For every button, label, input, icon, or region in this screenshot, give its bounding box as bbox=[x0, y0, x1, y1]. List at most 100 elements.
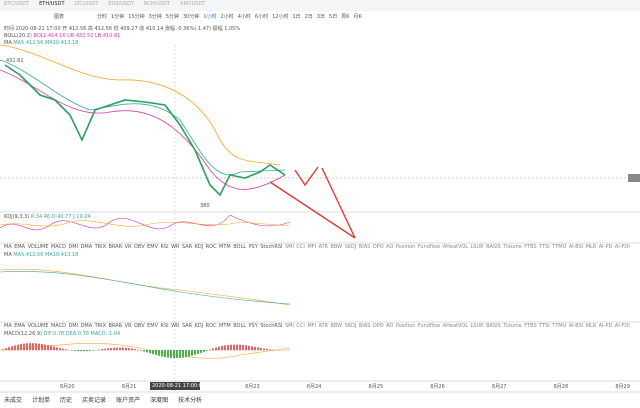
chart-button[interactable]: 图表 bbox=[54, 14, 65, 20]
interval-button[interactable]: 2小时 bbox=[220, 14, 234, 20]
indicator-tab[interactable]: LSUR bbox=[470, 323, 484, 329]
indicator-tab[interactable]: AO bbox=[386, 323, 394, 329]
indicator-tab[interactable]: MA bbox=[4, 244, 12, 250]
indicator-tab[interactable]: BRAR bbox=[108, 323, 123, 329]
interval-button[interactable]: 12小时 bbox=[272, 14, 289, 20]
indicator-tab[interactable]: KDJ bbox=[194, 323, 204, 329]
indicator-tab[interactable]: AI-BSI bbox=[568, 244, 584, 250]
indicator-tab[interactable]: AI-PD bbox=[598, 244, 613, 250]
indicator-tab[interactable]: MFI bbox=[307, 323, 316, 329]
indicator-tab[interactable]: Fundflow bbox=[417, 323, 441, 329]
indicator-tab[interactable]: WR bbox=[171, 244, 180, 250]
indicator-tab[interactable]: Tidume bbox=[503, 244, 522, 250]
interval-button[interactable]: 1日 bbox=[292, 14, 301, 20]
indicator-tab[interactable]: Position bbox=[395, 244, 416, 250]
indicator-tab[interactable]: DMI bbox=[68, 323, 79, 329]
indicator-tab[interactable]: SKDJ bbox=[344, 244, 357, 250]
indicator-tab[interactable]: PSY bbox=[248, 244, 258, 250]
indicator-tab[interactable]: AI-FDI bbox=[614, 323, 630, 329]
indicator-tab[interactable]: KDJ bbox=[194, 244, 204, 250]
indicator-tab[interactable]: Tidume bbox=[503, 323, 522, 329]
indicator-tab[interactable]: VR bbox=[124, 244, 132, 250]
indicator-tab[interactable]: TTSI bbox=[539, 323, 550, 329]
indicator-tab[interactable]: DPO bbox=[372, 244, 384, 250]
indicator-tab[interactable]: MTM bbox=[219, 323, 231, 329]
indicator-tab[interactable]: AI-BSI bbox=[568, 323, 584, 329]
indicator-tab[interactable]: VOLUME bbox=[27, 244, 49, 250]
indicator-tab[interactable]: DMA bbox=[80, 323, 93, 329]
interval-button[interactable]: 1小时 bbox=[203, 14, 217, 20]
indicator-tab[interactable]: EMA bbox=[14, 244, 26, 250]
pair-tab[interactable]: ETH/USDT bbox=[39, 1, 65, 7]
interval-button[interactable]: 30分钟 bbox=[182, 14, 200, 20]
bottom-tab[interactable]: 账户资产 bbox=[116, 397, 141, 404]
indicator-tab[interactable]: BRAR bbox=[108, 244, 123, 250]
indicator-tab[interactable]: BOLL bbox=[233, 244, 247, 250]
indicator-tab[interactable]: EMA bbox=[14, 323, 26, 329]
indicator-tab[interactable]: LSUR bbox=[470, 244, 484, 250]
bottom-tab[interactable]: 未成交 bbox=[4, 397, 23, 404]
indicator-tab[interactable]: BASIS bbox=[486, 323, 501, 329]
indicator-tab[interactable]: TTMU bbox=[552, 323, 567, 329]
indicator-tab[interactable]: CCI bbox=[296, 244, 305, 250]
indicator-tab[interactable]: VOLUME bbox=[27, 323, 49, 329]
indicator-tab[interactable]: MTM bbox=[219, 244, 231, 250]
pair-tab[interactable]: LTC/USDT bbox=[74, 1, 99, 7]
indicator-tab[interactable]: MFI bbox=[307, 244, 316, 250]
interval-button[interactable]: 月K bbox=[353, 14, 362, 20]
interval-button[interactable]: 6小时 bbox=[254, 14, 269, 20]
indicator-tab[interactable]: MACD bbox=[50, 323, 66, 329]
bottom-tab[interactable]: 技术分析 bbox=[178, 397, 203, 404]
indicator-tab[interactable]: MLR bbox=[585, 244, 597, 250]
indicator-tab[interactable]: Position bbox=[395, 323, 416, 329]
indicator-tab[interactable]: SAR bbox=[181, 323, 193, 329]
bottom-tab[interactable]: 历史 bbox=[60, 397, 73, 404]
bottom-tab[interactable]: 计划单 bbox=[32, 397, 51, 404]
bottom-tab[interactable]: 买卖记录 bbox=[82, 397, 107, 404]
indicator-tab[interactable]: RSI bbox=[160, 244, 169, 250]
indicator-tab[interactable]: BOLL bbox=[233, 323, 247, 329]
indicator-tab[interactable]: TRIX bbox=[94, 244, 107, 250]
indicator-tab[interactable]: AI-PD bbox=[598, 323, 613, 329]
indicator-tab[interactable]: DMI bbox=[68, 244, 79, 250]
indicator-tab[interactable]: OBV bbox=[133, 244, 145, 250]
indicator-tab[interactable]: BBW bbox=[330, 323, 343, 329]
indicator-tab[interactable]: DPO bbox=[372, 323, 384, 329]
indicator-tab[interactable]: BIAS bbox=[358, 244, 371, 250]
indicator-tab[interactable]: TRIX bbox=[94, 323, 107, 329]
indicator-tab[interactable]: WR bbox=[171, 323, 180, 329]
indicator-tab[interactable]: TTSI bbox=[539, 244, 550, 250]
pair-tab[interactable]: EOS/USDT bbox=[108, 1, 134, 7]
indicator-tab[interactable]: FTBS bbox=[524, 323, 537, 329]
indicator-tab[interactable]: EMV bbox=[147, 244, 158, 250]
indicator-tab[interactable]: MLR bbox=[585, 323, 597, 329]
indicator-tab[interactable]: FTBS bbox=[524, 244, 537, 250]
interval-button[interactable]: 3日 bbox=[316, 14, 326, 20]
indicator-tab[interactable]: BIAS bbox=[358, 323, 371, 329]
interval-button[interactable]: 3分钟 bbox=[148, 14, 162, 20]
pair-tab[interactable]: BCH/USDT bbox=[144, 1, 171, 7]
indicator-tab[interactable]: AI-FDI bbox=[614, 244, 630, 250]
indicator-tab[interactable]: AO bbox=[386, 244, 394, 250]
indicator-tab[interactable]: SKDJ bbox=[344, 323, 357, 329]
indicator-tab[interactable]: SMI bbox=[284, 244, 294, 250]
indicator-tab[interactable]: ATR bbox=[318, 323, 329, 329]
interval-button[interactable]: 5分钟 bbox=[165, 14, 179, 20]
interval-button[interactable]: 周K bbox=[341, 14, 350, 20]
indicator-tab[interactable]: AHeatVOL bbox=[442, 323, 469, 329]
indicator-tab[interactable]: VR bbox=[124, 323, 132, 329]
indicator-tab[interactable]: StochRSI bbox=[260, 244, 283, 250]
indicator-tab[interactable]: RSI bbox=[160, 323, 169, 329]
indicator-tab[interactable]: ATR bbox=[318, 244, 329, 250]
indicator-tab[interactable]: MACD bbox=[50, 244, 66, 250]
pair-tab[interactable]: XRP/USDT bbox=[180, 1, 206, 7]
interval-button[interactable]: 5日 bbox=[329, 14, 338, 20]
indicator-tab[interactable]: BASIS bbox=[486, 244, 501, 250]
indicator-tab[interactable]: DMA bbox=[80, 244, 93, 250]
bottom-tab[interactable]: 深度图 bbox=[150, 397, 169, 404]
interval-button[interactable]: 4小时 bbox=[237, 14, 251, 20]
indicator-tab[interactable]: Fundflow bbox=[417, 244, 441, 250]
indicator-tab[interactable]: PSY bbox=[248, 323, 258, 329]
indicator-tab[interactable]: SMI bbox=[284, 323, 294, 329]
indicator-tab[interactable]: StochRSI bbox=[260, 323, 283, 329]
